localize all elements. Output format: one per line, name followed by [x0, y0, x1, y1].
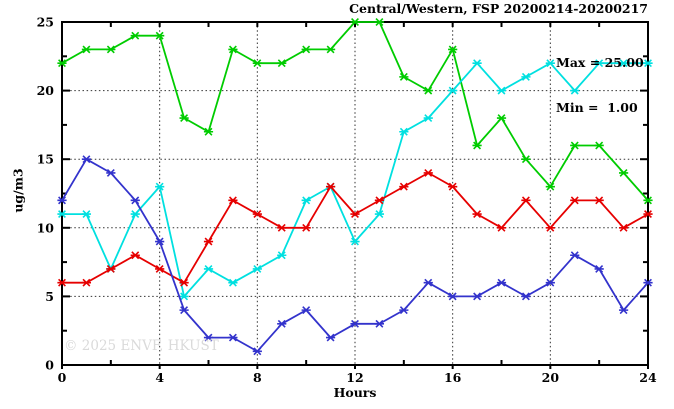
x-tick-label: 16 — [444, 370, 462, 385]
x-tick-label: 12 — [346, 370, 363, 385]
x-tick-label: 0 — [58, 370, 67, 385]
x-tick-label: 8 — [253, 370, 262, 385]
y-tick-label: 5 — [45, 289, 54, 304]
x-tick-label: 24 — [639, 370, 657, 385]
series-blue-markers — [57, 155, 653, 356]
series-red — [57, 168, 653, 287]
y-tick-label: 15 — [37, 152, 54, 167]
legend-min-value: Min = 1.00 — [556, 100, 638, 115]
legend-max-value: Max = 25.00 — [556, 55, 644, 70]
series-green — [57, 18, 653, 205]
legend: Max = 25.00 Min = 1.00 — [556, 25, 644, 145]
series-red-markers — [57, 168, 653, 287]
watermark: © 2025 ENVF, HKUST — [64, 338, 219, 354]
chart-title: Central/Western, FSP 20200214-20200217 — [349, 1, 648, 16]
x-tick-label: 20 — [542, 370, 560, 385]
y-axis-label: ug/m3 — [10, 168, 26, 213]
y-tick-label: 0 — [45, 358, 54, 373]
x-axis-label: Hours — [333, 385, 377, 400]
y-tick-label: 20 — [37, 83, 55, 98]
y-tick-label: 25 — [37, 15, 54, 30]
y-tick-label: 10 — [37, 220, 55, 235]
series-green-markers — [57, 18, 653, 205]
series-blue — [57, 155, 653, 356]
x-tick-label: 4 — [155, 370, 164, 385]
